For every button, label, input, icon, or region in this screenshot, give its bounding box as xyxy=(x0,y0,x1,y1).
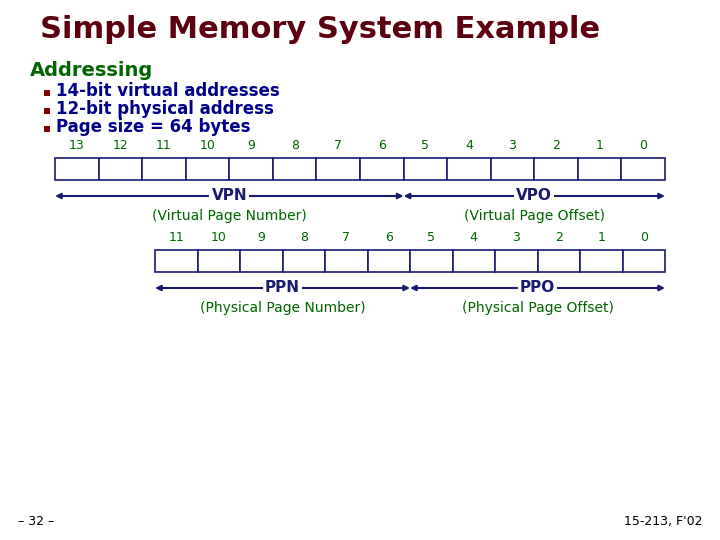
Text: 6: 6 xyxy=(378,139,386,152)
Bar xyxy=(325,250,367,272)
Bar xyxy=(316,158,360,180)
Bar xyxy=(44,126,50,132)
Bar xyxy=(360,158,404,180)
Bar xyxy=(538,250,580,272)
Text: 10: 10 xyxy=(199,139,215,152)
Text: 15-213, F'02: 15-213, F'02 xyxy=(624,515,702,528)
Text: – 32 –: – 32 – xyxy=(18,515,54,528)
Bar xyxy=(282,250,325,272)
Bar xyxy=(44,90,50,96)
Text: 0: 0 xyxy=(639,139,647,152)
Text: VPO: VPO xyxy=(516,188,552,204)
Bar xyxy=(621,158,665,180)
Text: 7: 7 xyxy=(342,231,350,244)
Bar xyxy=(186,158,229,180)
Text: 11: 11 xyxy=(156,139,172,152)
Text: Simple Memory System Example: Simple Memory System Example xyxy=(40,16,600,44)
Bar xyxy=(229,158,273,180)
Text: 9: 9 xyxy=(257,231,265,244)
Text: 1: 1 xyxy=(595,139,603,152)
Bar xyxy=(197,250,240,272)
Text: 5: 5 xyxy=(427,231,436,244)
Bar xyxy=(491,158,534,180)
Text: 8: 8 xyxy=(291,139,299,152)
Text: 3: 3 xyxy=(508,139,516,152)
Bar xyxy=(495,250,538,272)
Text: 12: 12 xyxy=(112,139,128,152)
Text: PPN: PPN xyxy=(265,280,300,295)
Text: 14-bit virtual addresses: 14-bit virtual addresses xyxy=(56,83,280,100)
Text: 9: 9 xyxy=(247,139,255,152)
Text: 2: 2 xyxy=(552,139,560,152)
Text: 6: 6 xyxy=(384,231,392,244)
Bar xyxy=(155,250,197,272)
Text: 3: 3 xyxy=(513,231,520,244)
Text: 11: 11 xyxy=(168,231,184,244)
Bar xyxy=(447,158,491,180)
Bar xyxy=(410,250,452,272)
Text: (Physical Page Offset): (Physical Page Offset) xyxy=(462,301,613,315)
Text: 5: 5 xyxy=(421,139,429,152)
Bar xyxy=(534,158,578,180)
Bar xyxy=(452,250,495,272)
Bar xyxy=(580,250,623,272)
Bar xyxy=(55,158,99,180)
Bar xyxy=(404,158,447,180)
Text: Addressing: Addressing xyxy=(30,60,153,79)
Text: 10: 10 xyxy=(211,231,227,244)
Text: 4: 4 xyxy=(470,231,477,244)
Bar xyxy=(623,250,665,272)
Bar xyxy=(142,158,186,180)
Text: (Physical Page Number): (Physical Page Number) xyxy=(199,301,365,315)
Text: Page size = 64 bytes: Page size = 64 bytes xyxy=(56,118,251,137)
Text: 8: 8 xyxy=(300,231,307,244)
Bar xyxy=(240,250,282,272)
Text: 2: 2 xyxy=(555,231,563,244)
Text: (Virtual Page Offset): (Virtual Page Offset) xyxy=(464,209,605,223)
Text: PPO: PPO xyxy=(520,280,555,295)
Text: 0: 0 xyxy=(640,231,648,244)
Bar xyxy=(367,250,410,272)
Bar xyxy=(44,108,50,114)
Text: (Virtual Page Number): (Virtual Page Number) xyxy=(152,209,307,223)
Text: VPN: VPN xyxy=(212,188,247,204)
Text: 7: 7 xyxy=(334,139,342,152)
Bar xyxy=(273,158,316,180)
Text: 4: 4 xyxy=(465,139,473,152)
Bar xyxy=(578,158,621,180)
Text: 13: 13 xyxy=(69,139,85,152)
Text: 12-bit physical address: 12-bit physical address xyxy=(56,100,274,118)
Bar xyxy=(99,158,142,180)
Text: 1: 1 xyxy=(598,231,606,244)
